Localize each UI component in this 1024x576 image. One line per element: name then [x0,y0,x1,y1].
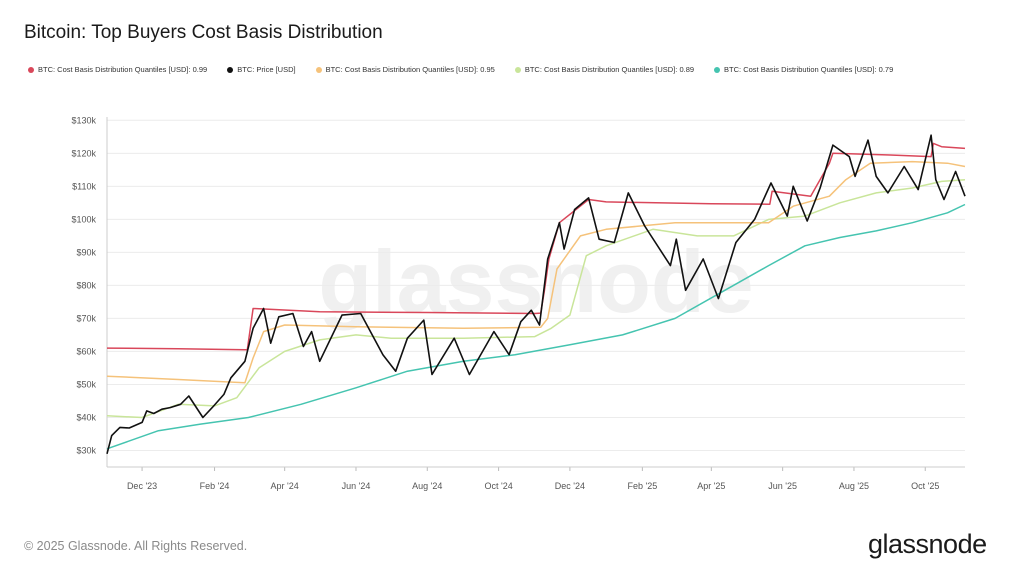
series-line-q089 [106,178,966,419]
legend-item-q095[interactable]: BTC: Cost Basis Distribution Quantiles [… [315,65,495,74]
legend-dot-icon [514,66,521,73]
y-tick-label: $60k [76,346,96,356]
x-tick-label: Jun '24 [342,481,371,491]
glassnode-logo[interactable]: glassnode [868,529,987,559]
y-tick-label: $30k [76,445,96,455]
x-tick-label: Feb '24 [200,481,230,491]
y-tick-label: $70k [76,313,96,323]
series-line-q095 [106,160,966,384]
y-tick-label: $40k [76,412,96,422]
legend-label-q095: BTC: Cost Basis Distribution Quantiles [… [325,65,495,74]
x-tick-label: Oct '24 [484,481,512,491]
y-tick-label: $130k [71,115,96,125]
y-tick-label: $50k [76,379,96,389]
x-tick-label: Jun '25 [768,481,797,491]
chart-legend: BTC: Cost Basis Distribution Quantiles [… [28,65,893,74]
legend-dot-icon [28,66,34,73]
copyright-footer: © 2025 Glassnode. All Rights Reserved. [24,539,248,553]
legend-item-q099[interactable]: BTC: Cost Basis Distribution Quantiles [… [28,65,207,74]
legend-label-q099: BTC: Cost Basis Distribution Quantiles [… [38,65,208,74]
x-tick-label: Apr '24 [271,481,299,491]
x-tick-label: Aug '24 [412,481,442,491]
series-line-q079 [106,203,966,450]
x-tick-label: Dec '23 [127,481,157,491]
legend-item-price[interactable]: BTC: Price [USD] [227,65,296,74]
y-tick-label: $110k [72,181,96,191]
x-tick-label: Dec '24 [555,481,585,491]
legend-dot-icon [714,66,721,73]
legend-label-q079: BTC: Cost Basis Distribution Quantiles [… [724,65,894,74]
legend-label-price: BTC: Price [USD] [237,65,296,74]
y-tick-label: $100k [71,214,96,224]
chart-title: Bitcoin: Top Buyers Cost Basis Distribut… [24,22,383,43]
legend-item-q089[interactable]: BTC: Cost Basis Distribution Quantiles [… [514,65,695,74]
y-tick-label: $120k [71,148,96,158]
legend-item-q079[interactable]: BTC: Cost Basis Distribution Quantiles [… [714,65,893,74]
x-tick-label: Apr '25 [697,481,725,491]
x-tick-label: Aug '25 [839,481,869,491]
watermark-text: glassnode [318,232,753,331]
y-tick-label: $90k [76,247,96,257]
legend-label-q089: BTC: Cost Basis Distribution Quantiles [… [524,65,695,74]
x-tick-label: Oct '25 [911,481,939,491]
y-tick-label: $80k [76,280,96,290]
legend-dot-icon [227,66,234,73]
legend-dot-icon [315,66,322,73]
x-tick-label: Feb '25 [627,481,657,491]
series-line-price [106,134,966,455]
